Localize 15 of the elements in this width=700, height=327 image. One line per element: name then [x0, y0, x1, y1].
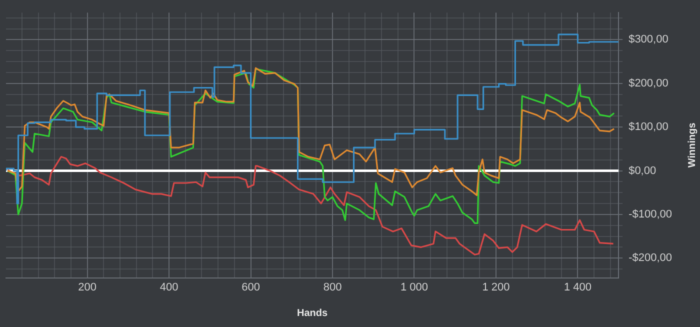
y-tick-label: $100,00 [628, 121, 668, 134]
x-tick-label: 200 [78, 281, 96, 294]
y-axis-title: Winnings [686, 122, 698, 168]
y-tick-label: -$100,00 [628, 208, 672, 220]
x-tick-label: 400 [160, 281, 178, 294]
x-tick-label: 800 [323, 281, 342, 294]
y-tick-label: -$200,00 [628, 252, 672, 264]
y-tick-label: $0,00 [628, 164, 656, 177]
x-tick-label: 1 000 [400, 281, 428, 294]
y-tick-label: $200,00 [628, 77, 668, 90]
x-tick-label: 600 [242, 281, 260, 294]
y-tick-label: $300,00 [628, 34, 668, 46]
x-tick-label: 1 200 [482, 281, 510, 294]
x-tick-label: 1 400 [564, 281, 592, 294]
x-axis-title: Hands [297, 308, 328, 319]
